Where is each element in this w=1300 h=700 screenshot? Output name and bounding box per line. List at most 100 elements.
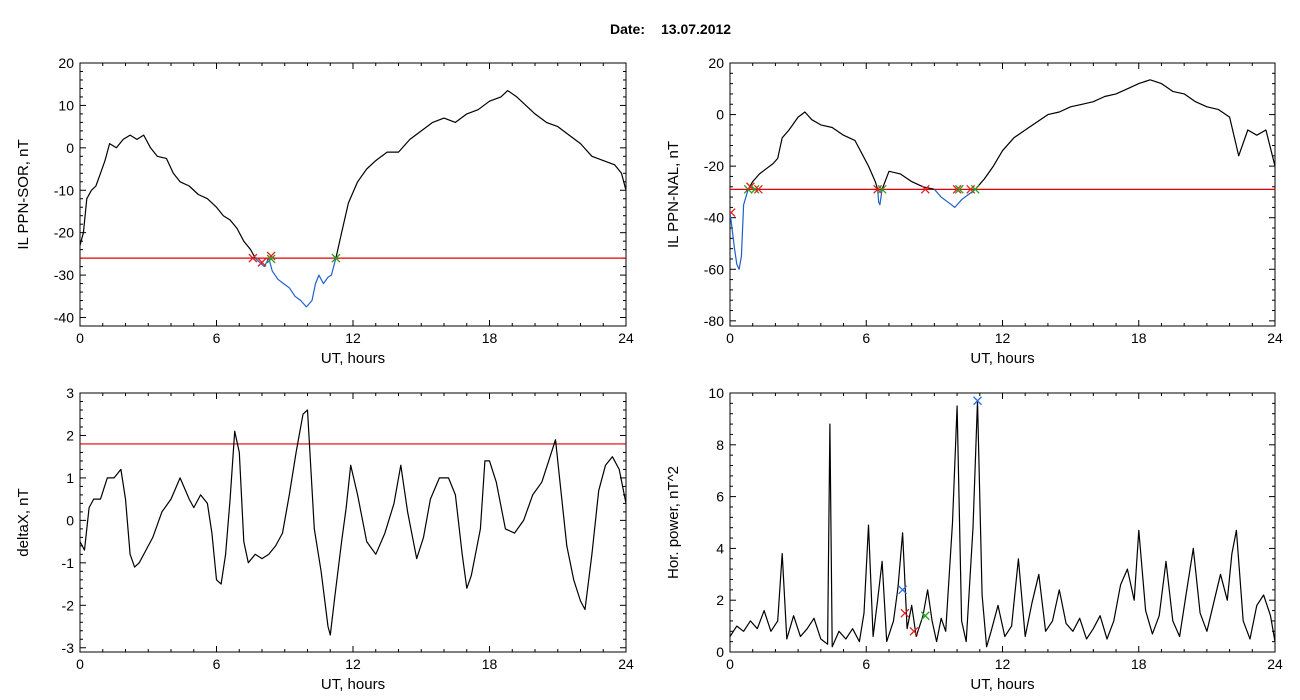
series-line-2 <box>747 111 879 190</box>
y-axis-title: IL PPN-NAL, nT <box>665 141 682 248</box>
y-tick-label: -2 <box>62 597 75 613</box>
event-marker <box>973 396 982 406</box>
x-tick-label: 0 <box>76 656 84 672</box>
plot-area <box>80 409 626 636</box>
plot-frame <box>729 392 1276 653</box>
series-line-1 <box>80 134 256 259</box>
y-tick-label: 8 <box>716 437 724 453</box>
y-tick-label: 10 <box>708 385 724 401</box>
y-tick-label: -1 <box>62 555 75 571</box>
x-tick-label: 0 <box>726 330 734 346</box>
event-marker <box>750 184 760 194</box>
event-marker <box>954 184 964 194</box>
event-marker <box>952 184 962 194</box>
series-line-4 <box>881 170 935 190</box>
series-line-6 <box>974 79 1275 190</box>
y-axis-title: Hor. power, nT^2 <box>665 466 682 579</box>
series-line-3 <box>335 89 626 259</box>
y-tick-label: 0 <box>66 140 74 156</box>
event-marker <box>753 184 763 194</box>
event-marker <box>877 184 887 194</box>
plot-frame <box>79 392 627 653</box>
series-line-3 <box>877 189 883 206</box>
event-marker <box>248 253 258 263</box>
date-value: 13.07.2012 <box>661 21 731 37</box>
x-tick-label: 18 <box>1131 330 1147 346</box>
x-tick-label: 6 <box>862 330 870 346</box>
x-tick-label: 0 <box>726 656 734 672</box>
y-axis-title: deltaX, nT <box>15 488 32 556</box>
event-marker <box>900 608 910 618</box>
y-tick-label: 0 <box>716 644 724 660</box>
plot-area <box>730 396 1275 648</box>
x-axis-title: UT, hours <box>970 350 1034 367</box>
y-tick-label: 0 <box>716 107 724 123</box>
y-tick-label: -30 <box>54 267 74 283</box>
event-marker <box>266 254 276 264</box>
x-tick-label: 24 <box>618 656 634 672</box>
y-tick-label: 2 <box>66 427 74 443</box>
x-tick-label: 12 <box>995 656 1011 672</box>
y-tick-label: -40 <box>704 210 724 226</box>
y-tick-label: 6 <box>716 489 724 505</box>
y-tick-label: 10 <box>58 97 74 113</box>
event-marker <box>920 184 930 194</box>
date-label: Date: <box>610 21 645 37</box>
series-line-2 <box>254 257 337 308</box>
event-marker <box>920 611 930 621</box>
event-marker <box>331 253 341 263</box>
plot-frame <box>729 62 1276 327</box>
panel-2: 0 6 12 18 24 -80 -60 -40 -20 0 20 UT, hours IL PPN-N… <box>665 55 1283 367</box>
event-marker <box>745 182 755 192</box>
panel-1: 0 6 12 18 24 -40 -30 -20 -10 0 10 20 UT, hours IL PPN… <box>15 55 634 367</box>
series-line-5 <box>933 188 976 208</box>
x-tick-label: 12 <box>345 330 361 346</box>
y-tick-label: 4 <box>716 540 724 556</box>
event-marker <box>898 585 908 595</box>
x-tick-label: 18 <box>482 656 498 672</box>
y-tick-label: 2 <box>716 592 724 608</box>
y-tick-label: -10 <box>54 182 74 198</box>
x-tick-label: 24 <box>1267 330 1283 346</box>
event-marker <box>257 257 267 267</box>
event-marker <box>909 626 919 636</box>
plot-area <box>80 89 626 308</box>
y-tick-label: 0 <box>66 512 74 528</box>
x-tick-label: 0 <box>76 330 84 346</box>
y-tick-label: -60 <box>704 261 724 277</box>
y-tick-label: -20 <box>704 158 724 174</box>
x-tick-label: 24 <box>1267 656 1283 672</box>
y-axis-title: IL PPN-SOR, nT <box>15 139 32 249</box>
series-line-1 <box>730 189 749 270</box>
x-tick-label: 18 <box>482 330 498 346</box>
x-tick-label: 12 <box>345 656 361 672</box>
y-tick-label: -40 <box>54 310 74 326</box>
event-marker <box>730 208 736 218</box>
y-tick-label: -20 <box>54 225 74 241</box>
plot-area <box>730 79 1275 270</box>
y-tick-label: 1 <box>66 470 74 486</box>
plot-frame <box>79 62 627 327</box>
series-line-1 <box>730 400 1275 648</box>
y-tick-label: 20 <box>708 55 724 71</box>
x-axis-title: UT, hours <box>321 676 385 693</box>
x-tick-label: 6 <box>862 656 870 672</box>
x-tick-label: 18 <box>1131 656 1147 672</box>
y-tick-label: -3 <box>62 640 75 656</box>
series-line-1 <box>80 409 626 636</box>
x-axis-title: UT, hours <box>321 350 385 367</box>
event-marker <box>970 184 980 194</box>
x-tick-label: 12 <box>995 330 1011 346</box>
y-tick-label: 20 <box>58 55 74 71</box>
x-tick-label: 24 <box>618 330 634 346</box>
y-tick-label: -80 <box>704 313 724 329</box>
x-tick-label: 6 <box>213 330 221 346</box>
event-marker <box>266 251 276 261</box>
x-axis-title: UT, hours <box>970 676 1034 693</box>
y-tick-label: 3 <box>66 385 74 401</box>
x-tick-label: 6 <box>213 656 221 672</box>
